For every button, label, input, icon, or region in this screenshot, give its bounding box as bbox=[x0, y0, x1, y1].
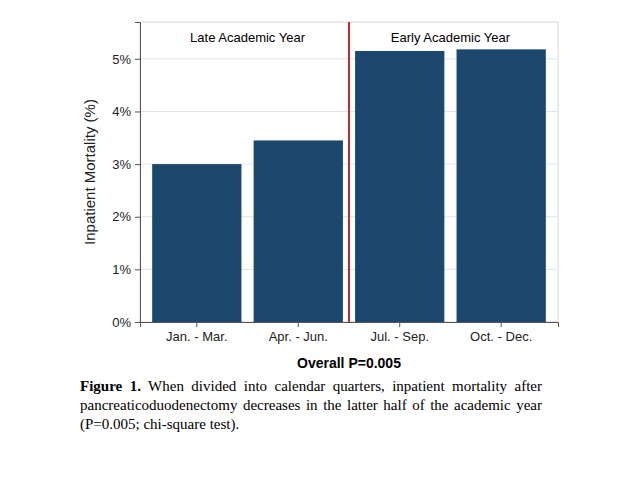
caption-block: Figure 1. When divided into calendar qua… bbox=[80, 377, 542, 434]
y-tick-mark bbox=[135, 59, 140, 60]
figure-label: Figure 1. bbox=[80, 378, 141, 394]
x-tick-mark bbox=[399, 322, 400, 327]
y-tick-label: 2% bbox=[112, 209, 131, 224]
x-axis: Jan. - Mar. Apr. - Jun. Jul. - Sep. Oct. - … bbox=[141, 322, 559, 344]
y-axis-title: Inpatient Mortality (%) bbox=[81, 99, 98, 245]
annotation: Early Academic Year bbox=[391, 30, 511, 45]
bar bbox=[457, 49, 546, 322]
group-divider bbox=[348, 22, 350, 322]
x-tick-label: Jul. - Sep. bbox=[370, 329, 429, 344]
x-tick: Jul. - Sep. bbox=[370, 322, 429, 344]
x-tick-mark bbox=[196, 322, 197, 327]
y-tick: 4% bbox=[112, 104, 140, 119]
bar bbox=[254, 140, 343, 322]
x-tick-label: Jan. - Mar. bbox=[166, 329, 227, 344]
figure: Late Academic Year Early Academic Year 0% 1… bbox=[0, 0, 623, 484]
y-tick-mark bbox=[135, 269, 140, 270]
x-tick: Jan. - Mar. bbox=[166, 322, 227, 344]
y-tick-mark bbox=[135, 164, 140, 165]
x-tick-label: Apr. - Jun. bbox=[269, 329, 328, 344]
x-axis-title: Overall P=0.005 bbox=[297, 355, 401, 371]
y-tick: 3% bbox=[112, 157, 140, 172]
x-tick: Apr. - Jun. bbox=[269, 322, 328, 344]
y-tick: 5% bbox=[112, 52, 140, 67]
y-tick: 2% bbox=[112, 209, 140, 224]
annotation: Late Academic Year bbox=[190, 30, 306, 45]
x-tick-mark bbox=[298, 322, 299, 327]
y-axis-line bbox=[135, 23, 141, 323]
x-tick-mark bbox=[501, 322, 502, 327]
y-tick-mark bbox=[135, 217, 140, 218]
y-tick-label: 1% bbox=[112, 262, 131, 277]
bar bbox=[152, 164, 241, 322]
x-tick: Oct. - Dec. bbox=[470, 322, 532, 344]
y-tick-label: 4% bbox=[112, 104, 131, 119]
y-tick-label: 3% bbox=[112, 157, 131, 172]
x-tick-label: Oct. - Dec. bbox=[470, 329, 532, 344]
y-tick: 1% bbox=[112, 262, 140, 277]
space bbox=[141, 378, 148, 394]
caption-text: When divided into calendar quarters, inp… bbox=[80, 378, 542, 432]
y-tick-label: 0% bbox=[112, 315, 131, 330]
y-tick: 0% bbox=[112, 315, 140, 330]
x-axis-line bbox=[141, 323, 559, 328]
bar bbox=[355, 51, 444, 322]
y-axis: 0% 1% 2% 3% 4% 5% bbox=[112, 23, 140, 330]
y-tick-mark bbox=[135, 111, 140, 112]
y-tick-mark bbox=[135, 322, 140, 323]
plot-frame bbox=[140, 22, 558, 322]
y-tick-label: 5% bbox=[112, 52, 131, 67]
